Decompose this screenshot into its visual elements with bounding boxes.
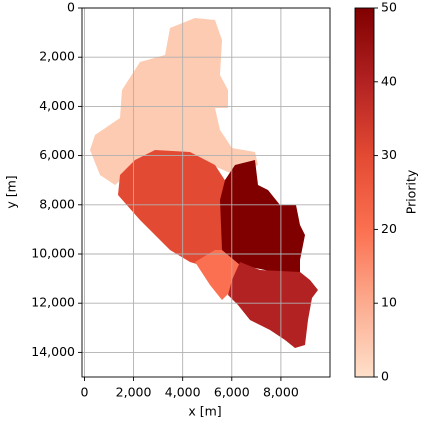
priority-region	[118, 150, 240, 268]
priority-region	[90, 18, 258, 185]
colorbar-tick-label: 40	[381, 73, 397, 88]
colorbar-tick-label: 10	[381, 295, 397, 310]
y-tick-label: 6,000	[39, 147, 75, 162]
x-tick-label: 0	[80, 385, 88, 400]
colorbar	[354, 7, 375, 378]
y-tick-label: 14,000	[31, 344, 75, 359]
y-tick-label: 4,000	[39, 98, 75, 113]
y-tick-label: 0	[67, 0, 75, 15]
colorbar-tick-label: 0	[381, 369, 389, 384]
priority-region	[228, 262, 318, 348]
priority-region	[220, 160, 305, 275]
plot-frame	[81, 7, 331, 378]
x-tick-label: 6,000	[214, 385, 250, 400]
y-tick-label: 2,000	[39, 49, 75, 64]
colorbar-tick-label: 30	[381, 147, 397, 162]
y-tick-label: 8,000	[39, 196, 75, 211]
x-tick-label: 4,000	[165, 385, 201, 400]
colorbar-label: Priority	[404, 169, 419, 214]
x-tick-label: 8,000	[263, 385, 299, 400]
colorbar-tick-label: 20	[381, 221, 397, 236]
y-tick-label: 12,000	[31, 295, 75, 310]
y-axis-label: y [m]	[4, 175, 19, 208]
x-tick-label: 2,000	[116, 385, 152, 400]
x-axis-label: x [m]	[188, 404, 221, 419]
y-tick-label: 10,000	[31, 246, 75, 261]
colorbar-tick-label: 50	[381, 0, 397, 15]
